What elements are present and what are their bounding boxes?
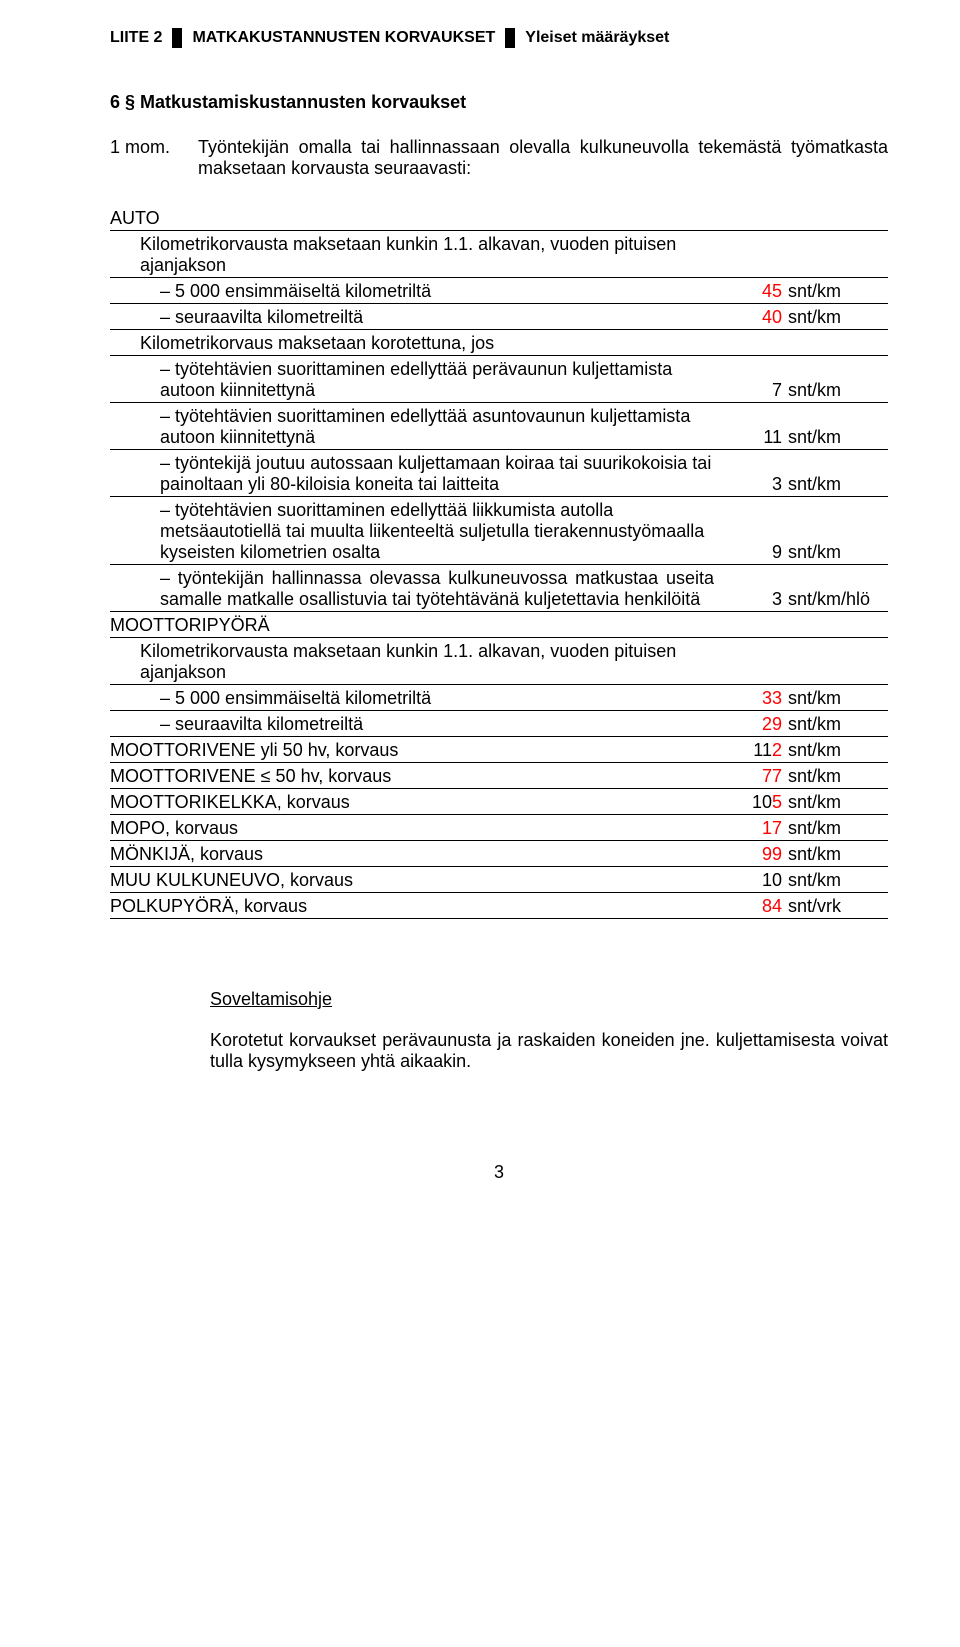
row-description: – työntekijä joutuu autossaan kuljettama… (110, 453, 722, 495)
mom-paragraph: 1 mom. Työntekijän omalla tai hallinnass… (110, 137, 888, 179)
row-description: MOOTTORIVENE ≤ 50 hv, korvaus (110, 766, 722, 787)
row-unit: snt/km (788, 427, 888, 448)
row-description: – seuraavilta kilometreiltä (110, 307, 722, 328)
row-unit: snt/km (788, 688, 888, 709)
row-description: Kilometrikorvausta maksetaan kunkin 1.1.… (110, 641, 722, 683)
row-value: 112 (722, 740, 788, 761)
table-row: – työtehtävien suorittaminen edellyttää … (110, 356, 888, 403)
table-row: – työtehtävien suorittaminen edellyttää … (110, 497, 888, 565)
table-row: MOOTTORIVENE ≤ 50 hv, korvaus77snt/km (110, 763, 888, 789)
header-part3: Yleiset määräykset (525, 29, 669, 47)
row-value: 3 (722, 474, 788, 495)
page-header: LIITE 2 MATKAKUSTANNUSTEN KORVAUKSET Yle… (110, 28, 888, 48)
footer-heading: Soveltamisohje (210, 989, 888, 1010)
row-unit: snt/km (788, 740, 888, 761)
table-row: Kilometrikorvausta maksetaan kunkin 1.1.… (110, 638, 888, 685)
row-description: MUU KULKUNEUVO, korvaus (110, 870, 722, 891)
row-description: – työntekijän hallinnassa olevassa kulku… (110, 568, 722, 610)
row-value: 105 (722, 792, 788, 813)
row-unit: snt/km (788, 818, 888, 839)
row-value: 45 (722, 281, 788, 302)
row-description: – 5 000 ensimmäiseltä kilometriltä (110, 688, 722, 709)
row-description: Kilometrikorvaus maksetaan korotettuna, … (110, 333, 722, 354)
table-row: AUTO (110, 205, 888, 231)
table-row: – työntekijä joutuu autossaan kuljettama… (110, 450, 888, 497)
table-row: MOOTTORIVENE yli 50 hv, korvaus112snt/km (110, 737, 888, 763)
table-row: MUU KULKUNEUVO, korvaus10snt/km (110, 867, 888, 893)
row-unit: snt/km (788, 844, 888, 865)
mom-label: 1 mom. (110, 137, 170, 179)
row-description: Kilometrikorvausta maksetaan kunkin 1.1.… (110, 234, 722, 276)
row-unit: snt/km (788, 542, 888, 563)
row-value: 3 (722, 589, 788, 610)
mom-text: Työntekijän omalla tai hallinnassaan ole… (198, 137, 888, 179)
header-part1: LIITE 2 (110, 29, 162, 47)
row-unit: snt/km (788, 307, 888, 328)
table-row: – seuraavilta kilometreiltä40snt/km (110, 304, 888, 330)
row-description: – 5 000 ensimmäiseltä kilometriltä (110, 281, 722, 302)
table-row: Kilometrikorvaus maksetaan korotettuna, … (110, 330, 888, 356)
row-description: – työtehtävien suorittaminen edellyttää … (110, 359, 722, 401)
row-value: 77 (722, 766, 788, 787)
row-value: 7 (722, 380, 788, 401)
row-description: MOOTTORIVENE yli 50 hv, korvaus (110, 740, 722, 761)
row-value: 10 (722, 870, 788, 891)
row-unit: snt/km (788, 766, 888, 787)
row-unit: snt/km (788, 380, 888, 401)
row-description: MÖNKIJÄ, korvaus (110, 844, 722, 865)
table-row: – työtehtävien suorittaminen edellyttää … (110, 403, 888, 450)
row-description: – työtehtävien suorittaminen edellyttää … (110, 406, 722, 448)
row-description: MOPO, korvaus (110, 818, 722, 839)
row-value: 99 (722, 844, 788, 865)
table-row: MÖNKIJÄ, korvaus99snt/km (110, 841, 888, 867)
page-number: 3 (110, 1162, 888, 1183)
section-heading: 6 § Matkustamiskustannusten korvaukset (110, 92, 888, 113)
header-part2: MATKAKUSTANNUSTEN KORVAUKSET (192, 29, 495, 47)
header-separator-icon (172, 28, 182, 48)
table-row: MOPO, korvaus17snt/km (110, 815, 888, 841)
row-value: 9 (722, 542, 788, 563)
row-description: MOOTTORIPYÖRÄ (110, 615, 722, 636)
row-value: 17 (722, 818, 788, 839)
row-unit: snt/km (788, 870, 888, 891)
row-description: POLKUPYÖRÄ, korvaus (110, 896, 722, 917)
row-unit: snt/km (788, 474, 888, 495)
table-row: MOOTTORIKELKKA, korvaus105snt/km (110, 789, 888, 815)
footer-text: Korotetut korvaukset perävaunusta ja ras… (210, 1030, 888, 1072)
table-row: – seuraavilta kilometreiltä29snt/km (110, 711, 888, 737)
rates-table: AUTO Kilometrikorvausta maksetaan kunkin … (110, 205, 888, 919)
row-unit: snt/vrk (788, 896, 888, 917)
row-description: AUTO (110, 208, 722, 229)
row-unit: snt/km/hlö (788, 589, 888, 610)
row-value: 40 (722, 307, 788, 328)
row-description: – seuraavilta kilometreiltä (110, 714, 722, 735)
row-description: MOOTTORIKELKKA, korvaus (110, 792, 722, 813)
row-unit: snt/km (788, 714, 888, 735)
row-unit: snt/km (788, 281, 888, 302)
row-value: 29 (722, 714, 788, 735)
row-value: 11 (722, 427, 788, 448)
table-row: POLKUPYÖRÄ, korvaus84snt/vrk (110, 893, 888, 919)
table-row: – 5 000 ensimmäiseltä kilometriltä45snt/… (110, 278, 888, 304)
table-row: MOOTTORIPYÖRÄ (110, 612, 888, 638)
row-unit: snt/km (788, 792, 888, 813)
row-value: 84 (722, 896, 788, 917)
table-row: – työntekijän hallinnassa olevassa kulku… (110, 565, 888, 612)
table-row: Kilometrikorvausta maksetaan kunkin 1.1.… (110, 231, 888, 278)
row-description: – työtehtävien suorittaminen edellyttää … (110, 500, 722, 563)
header-separator-icon (505, 28, 515, 48)
footer-block: Soveltamisohje Korotetut korvaukset perä… (210, 989, 888, 1072)
row-value: 33 (722, 688, 788, 709)
table-row: – 5 000 ensimmäiseltä kilometriltä33snt/… (110, 685, 888, 711)
